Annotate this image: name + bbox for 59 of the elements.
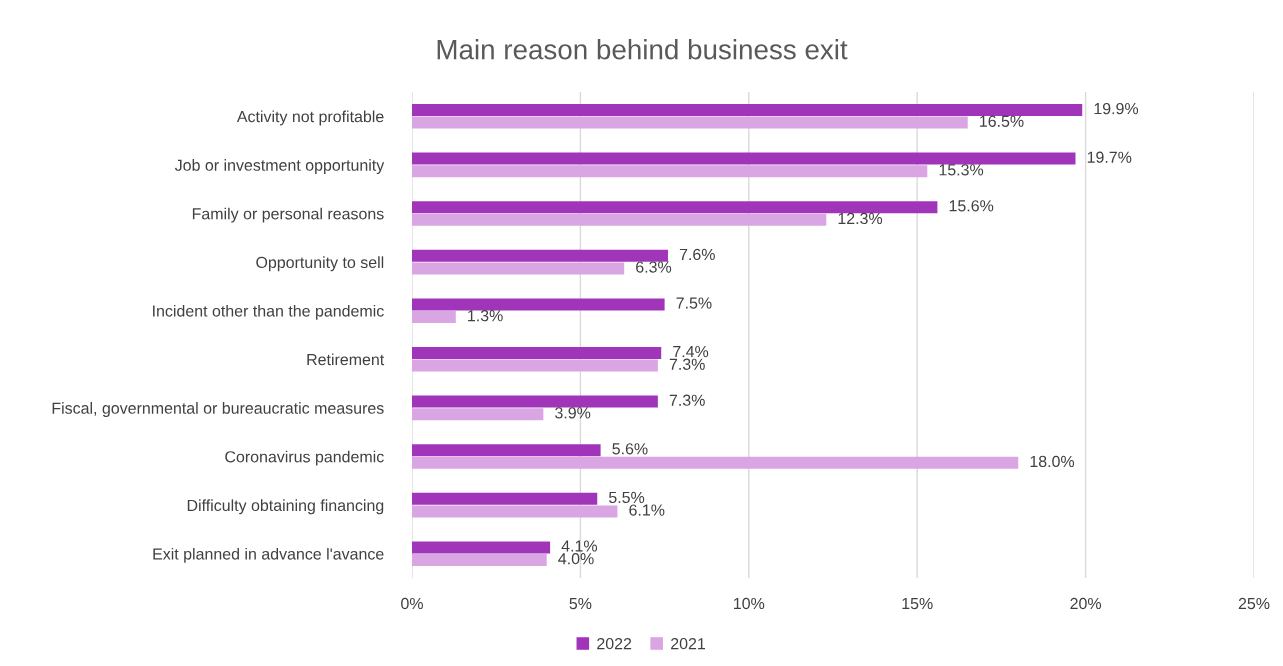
data-label: 5.6% xyxy=(612,443,648,455)
data-label: 7.6% xyxy=(679,248,715,261)
data-label: 19.9% xyxy=(1094,102,1139,115)
y-tick-label: Family or personal reasons xyxy=(192,207,384,223)
data-label: 15.3% xyxy=(939,164,984,176)
x-tick-label: 15% xyxy=(902,597,933,610)
data-label: 7.5% xyxy=(676,297,712,309)
y-tick-label: Exit planned in advance l'avance xyxy=(153,547,384,563)
x-tick-label: 10% xyxy=(734,597,765,610)
bar xyxy=(412,165,928,178)
data-label: 7.4% xyxy=(673,346,709,358)
data-label: 16.5% xyxy=(980,115,1024,127)
bar xyxy=(412,395,658,408)
bar xyxy=(412,346,662,359)
chart-title: Main reason behind business exit xyxy=(437,39,848,60)
y-tick-label: Job or investment opportunity xyxy=(174,159,385,174)
data-label: 4.1% xyxy=(561,540,598,552)
bar xyxy=(412,213,827,226)
y-tick-label: Fiscal, governmental or bureaucratic measures xyxy=(52,402,384,417)
x-tick-label: 25% xyxy=(1238,597,1270,610)
data-label: 3.9% xyxy=(555,407,591,419)
data-label: 15.6% xyxy=(949,200,994,212)
bar xyxy=(412,116,968,129)
data-label: 19.7% xyxy=(1087,151,1132,163)
legend-label: 2022 xyxy=(597,637,632,650)
bar xyxy=(412,103,1083,116)
bar xyxy=(412,298,665,311)
bar xyxy=(412,444,601,457)
legend-label: 2021 xyxy=(671,637,705,650)
bar xyxy=(412,541,551,554)
bar xyxy=(412,492,598,505)
data-label: 6.1% xyxy=(629,504,665,516)
bar xyxy=(412,249,668,262)
data-label: 7.3% xyxy=(669,358,705,370)
data-label: 1.3% xyxy=(468,310,503,322)
bar xyxy=(412,152,1076,165)
bar xyxy=(412,201,938,214)
data-label: 7.3% xyxy=(669,394,705,406)
bar xyxy=(412,311,456,324)
x-tick-label: 0% xyxy=(401,597,423,610)
data-label: 6.3% xyxy=(636,261,672,273)
bar xyxy=(412,456,1019,469)
y-tick-label: Coronavirus pandemic xyxy=(225,450,384,466)
bar xyxy=(412,262,625,275)
bar xyxy=(412,408,544,421)
bar xyxy=(412,359,658,372)
data-label: 4.0% xyxy=(558,553,594,565)
y-tick-label: Difficulty obtaining financing xyxy=(187,499,384,515)
x-tick-label: 20% xyxy=(1070,597,1102,610)
x-tick-label: 5% xyxy=(569,597,592,610)
y-tick-label: Activity not profitable xyxy=(236,110,384,126)
data-label: 12.3% xyxy=(838,212,883,225)
y-tick-label: Incident other than the pandemic xyxy=(153,304,384,320)
y-tick-label: Retirement xyxy=(307,353,385,366)
bar xyxy=(412,554,547,567)
data-label: 18.0% xyxy=(1030,455,1075,468)
y-tick-label: Opportunity to sell xyxy=(256,256,384,272)
bar xyxy=(412,505,618,518)
data-label: 5.5% xyxy=(608,491,645,504)
